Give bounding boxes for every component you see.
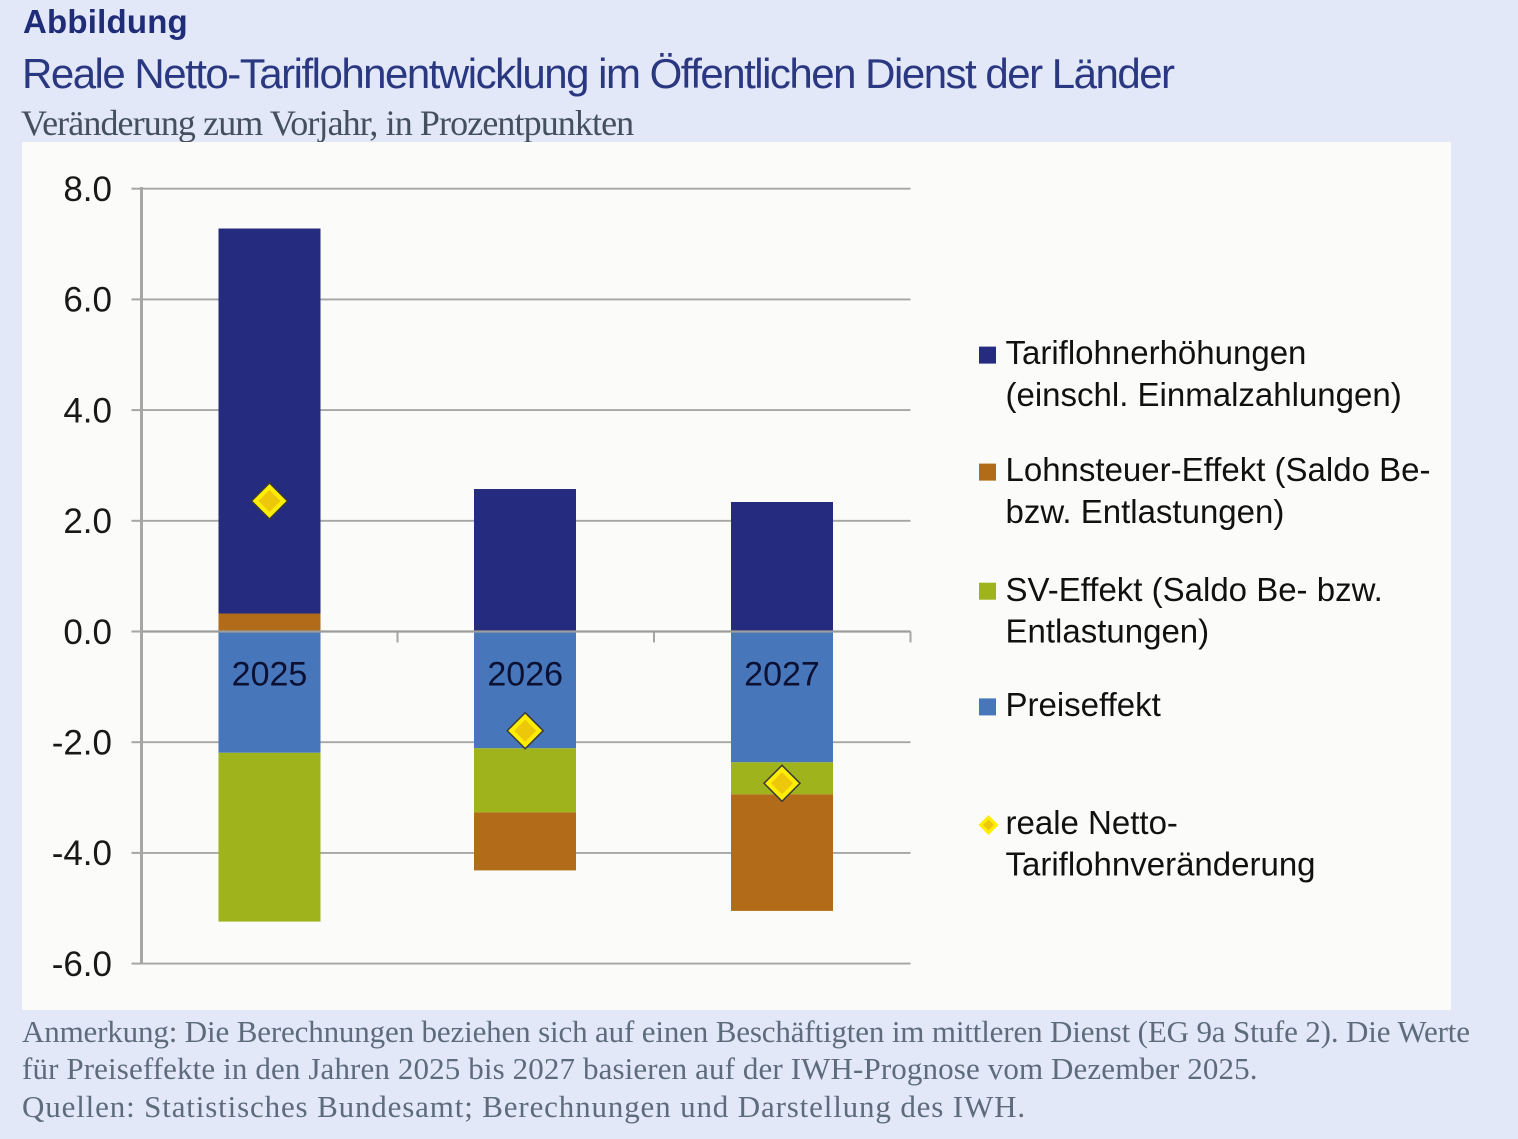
svg-text:8.0: 8.0: [63, 170, 112, 209]
svg-text:(einschl. Einmalzahlungen): (einschl. Einmalzahlungen): [1006, 376, 1402, 413]
svg-text:bzw. Entlastungen): bzw. Entlastungen): [1006, 493, 1285, 530]
svg-text:Lohnsteuer-Effekt (Saldo Be-: Lohnsteuer-Effekt (Saldo Be-: [1006, 451, 1431, 488]
svg-text:SV-Effekt (Saldo Be- bzw.: SV-Effekt (Saldo Be- bzw.: [1006, 571, 1383, 608]
svg-text:-6.0: -6.0: [52, 945, 112, 984]
svg-text:Tariflohnveränderung: Tariflohnveränderung: [1006, 845, 1316, 882]
svg-text:6.0: 6.0: [63, 281, 112, 320]
svg-text:Entlastungen): Entlastungen): [1006, 612, 1210, 649]
svg-text:Preiseffekt: Preiseffekt: [1006, 686, 1161, 723]
svg-text:reale Netto-: reale Netto-: [1006, 804, 1178, 841]
svg-text:-4.0: -4.0: [52, 834, 112, 873]
svg-text:0.0: 0.0: [63, 613, 112, 652]
svg-text:4.0: 4.0: [63, 391, 112, 430]
svg-text:2026: 2026: [487, 656, 563, 694]
svg-text:2025: 2025: [232, 656, 308, 694]
svg-text:Tariflohnerhöhungen: Tariflohnerhöhungen: [1006, 334, 1307, 371]
svg-text:2.0: 2.0: [63, 502, 112, 541]
svg-text:-2.0: -2.0: [52, 724, 112, 763]
svg-text:2027: 2027: [744, 656, 820, 694]
